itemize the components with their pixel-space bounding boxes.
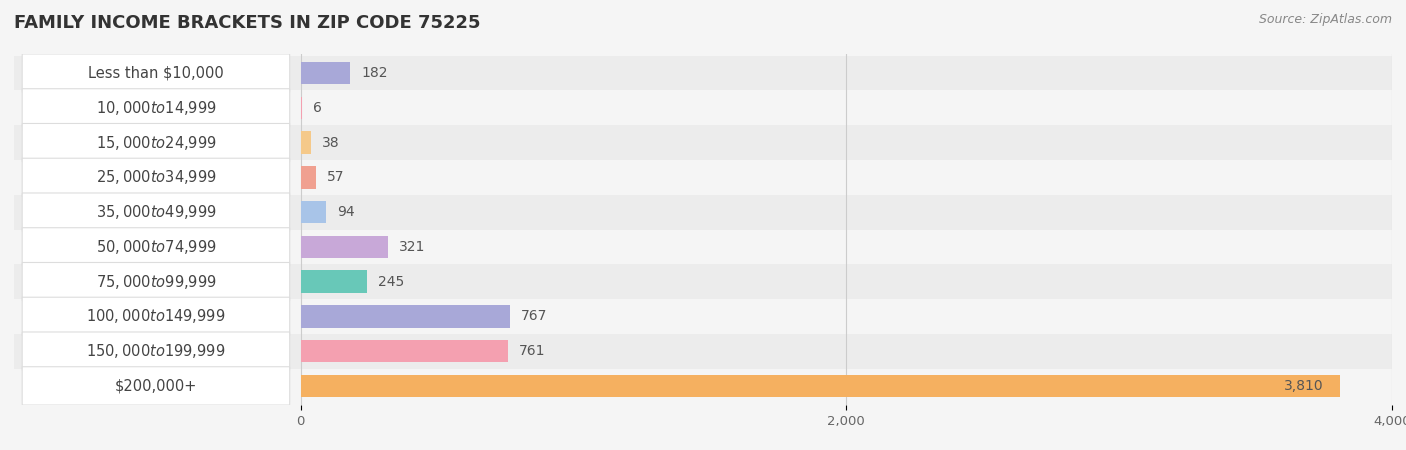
Text: 38: 38 [322,135,339,149]
FancyBboxPatch shape [22,367,290,405]
Bar [14,230,1392,264]
Text: $75,000 to $99,999: $75,000 to $99,999 [96,273,217,291]
Bar [14,90,1392,125]
Bar [301,340,508,362]
Bar [301,97,302,119]
Text: 767: 767 [520,310,547,324]
Text: FAMILY INCOME BRACKETS IN ZIP CODE 75225: FAMILY INCOME BRACKETS IN ZIP CODE 75225 [14,14,481,32]
Bar [301,201,326,223]
Bar [301,62,350,85]
FancyBboxPatch shape [22,297,290,336]
Text: $50,000 to $74,999: $50,000 to $74,999 [96,238,217,256]
FancyBboxPatch shape [22,332,290,370]
Bar [14,334,1392,369]
Bar [14,195,1392,230]
Text: $25,000 to $34,999: $25,000 to $34,999 [96,168,217,186]
Bar [301,131,311,154]
Bar [301,166,316,189]
Bar [14,369,1392,403]
Text: Less than $10,000: Less than $10,000 [89,66,224,81]
Text: 6: 6 [314,101,322,115]
Text: $35,000 to $49,999: $35,000 to $49,999 [96,203,217,221]
FancyBboxPatch shape [22,193,290,231]
Bar [301,305,510,328]
Text: 57: 57 [328,171,344,184]
Text: 3,810: 3,810 [1284,379,1323,393]
Bar [301,374,1340,397]
FancyBboxPatch shape [22,262,290,301]
FancyBboxPatch shape [22,54,290,92]
Text: $200,000+: $200,000+ [115,378,197,393]
Bar [14,299,1392,334]
Text: $15,000 to $24,999: $15,000 to $24,999 [96,134,217,152]
Text: 321: 321 [399,240,426,254]
Bar [14,160,1392,195]
Bar [14,125,1392,160]
Text: $10,000 to $14,999: $10,000 to $14,999 [96,99,217,117]
FancyBboxPatch shape [22,158,290,197]
FancyBboxPatch shape [22,123,290,162]
Bar [14,56,1392,90]
Text: $100,000 to $149,999: $100,000 to $149,999 [86,307,225,325]
Text: 94: 94 [337,205,354,219]
Text: 761: 761 [519,344,546,358]
Bar [14,264,1392,299]
Text: $150,000 to $199,999: $150,000 to $199,999 [86,342,225,360]
Text: 245: 245 [378,274,405,288]
Text: 182: 182 [361,66,388,80]
FancyBboxPatch shape [22,89,290,127]
Text: Source: ZipAtlas.com: Source: ZipAtlas.com [1258,14,1392,27]
Bar [301,236,388,258]
Bar [301,270,367,293]
FancyBboxPatch shape [22,228,290,266]
